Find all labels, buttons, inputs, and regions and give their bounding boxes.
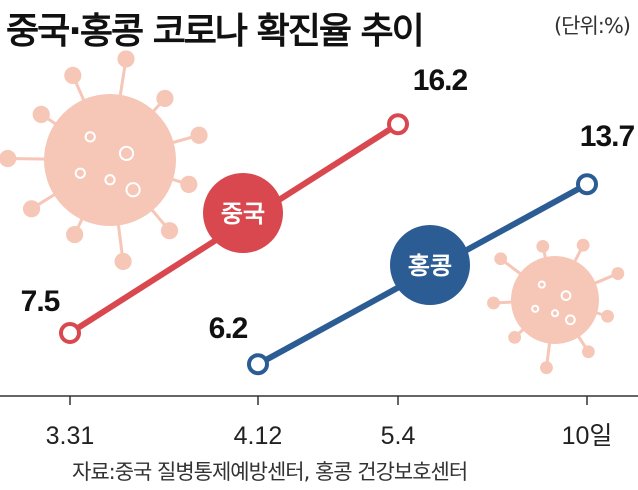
data-point [59, 322, 81, 344]
x-tick-label: 3.31 [46, 422, 95, 450]
x-tick-label: 10일 [562, 422, 613, 450]
data-point [576, 173, 598, 196]
source-note: 자료:중국 질병통제예방센터, 홍콩 건강보호센터 [72, 460, 468, 484]
data-label: 16.2 [413, 64, 468, 97]
virus-icon [0, 50, 208, 271]
chart-title: 중국·홍콩 코로나 확진율 추이 [6, 11, 425, 52]
data-label: 13.7 [580, 120, 635, 153]
data-point [387, 113, 409, 136]
series-badge [390, 225, 470, 305]
series-label: 중국 [221, 200, 265, 228]
data-point [247, 353, 269, 376]
unit-label: (단위:%) [553, 14, 631, 38]
series-label: 홍콩 [408, 252, 452, 280]
x-tick-label: 4.12 [234, 422, 283, 450]
data-label: 7.5 [21, 285, 60, 318]
series-badge [203, 173, 283, 253]
data-label: 6.2 [209, 312, 248, 345]
virus-icon [487, 238, 625, 375]
x-tick-label: 5.4 [381, 422, 416, 450]
